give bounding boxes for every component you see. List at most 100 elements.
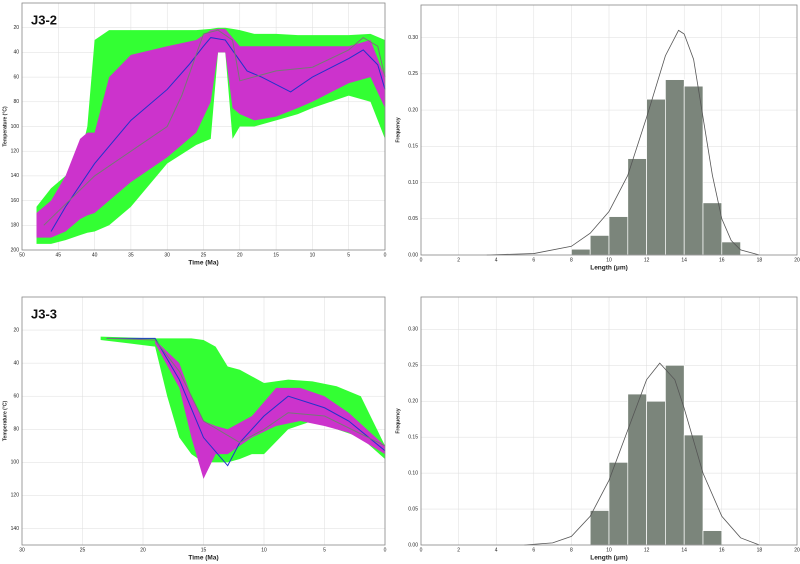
x-tick-label: 10 [310,252,316,258]
y-tick-label: 20 [13,327,19,333]
x-tick-label: 50 [19,252,25,258]
y-tick-label: 40 [13,50,19,56]
plot-frame [420,296,798,546]
x-tick-label: 0 [384,547,387,553]
x-tick-label: 20 [794,547,800,553]
x-tick-label: 4 [495,257,498,263]
x-tick-label: 6 [532,547,535,553]
bar [608,216,629,256]
y-tick-label: 0.05 [408,506,418,512]
bar [702,530,723,546]
bar [665,79,685,256]
bar [608,461,629,546]
y-tick-label: 0.05 [408,216,418,222]
y-tick-label: 0.00 [408,252,418,258]
panel-title: J3-2 [31,12,57,27]
x-tick-label: 25 [80,547,86,553]
y-tick-label: 140 [11,526,20,532]
y-tick-label: 0.15 [408,144,418,150]
x-tick-label: 2 [457,547,460,553]
y-tick-label: 180 [11,223,20,229]
x-tick-label: 12 [644,547,650,553]
plot-frame [420,4,798,256]
path-line [50,37,386,232]
y-tick-label: 0.20 [408,107,418,113]
bar [646,400,666,546]
y-tick-label: 200 [11,247,20,253]
x-tick-label: 18 [757,547,763,553]
bar [683,434,704,546]
envelope [155,339,385,479]
x-tick-label: 35 [128,252,134,258]
y-axis-label: Temperature (°C) [2,106,8,147]
x-tick-label: 45 [56,252,62,258]
y-tick-label: 40 [13,360,19,366]
x-tick-label: 16 [719,547,725,553]
y-tick-label: 100 [11,460,20,466]
x-tick-label: 8 [570,257,573,263]
y-tick-label: 100 [11,124,20,130]
y-tick-label: 160 [11,198,20,204]
bar [627,393,647,546]
bar [589,235,610,256]
x-tick-label: 15 [273,252,279,258]
x-tick-label: 5 [347,252,350,258]
y-axis-label: Frequency [395,408,401,434]
x-tick-label: 14 [681,547,687,553]
x-axis-label: Length (μm) [590,265,628,272]
y-tick-label: 0.00 [408,542,418,548]
x-tick-label: 30 [164,252,170,258]
x-tick-label: 40 [92,252,98,258]
bar [589,510,610,546]
x-axis-label: Time (Ma) [188,555,218,562]
y-axis-label: Frequency [395,117,401,143]
x-tick-label: 25 [201,252,207,258]
x-tick-label: 4 [495,547,498,553]
y-tick-label: 60 [13,394,19,400]
x-tick-label: 8 [570,547,573,553]
bar [571,248,591,256]
y-tick-label: 140 [11,173,20,179]
x-tick-label: 10 [606,257,612,263]
y-tick-label: 80 [13,427,19,433]
y-tick-label: 60 [13,74,19,80]
bar [665,364,685,546]
x-tick-label: 0 [384,252,387,258]
path-line [106,337,386,447]
plot-frame [21,2,386,251]
y-tick-label: 0.10 [408,470,418,476]
bar [646,98,666,256]
y-tick-label: 0.20 [408,399,418,405]
x-tick-label: 0 [420,257,423,263]
x-tick-label: 15 [201,547,207,553]
envelope [36,28,386,238]
y-tick-label: 80 [13,99,19,105]
y-tick-label: 120 [11,149,20,155]
panel-title: J3-3 [31,306,57,321]
x-axis-label: Length (μm) [590,555,628,562]
fit-curve [486,29,760,256]
x-tick-label: 14 [681,257,687,263]
x-tick-label: 2 [457,257,460,263]
y-tick-label: 0.30 [408,35,418,41]
y-tick-label: 0.25 [408,71,418,77]
y-tick-label: 120 [11,493,20,499]
x-tick-label: 30 [19,547,25,553]
plot-frame [21,296,386,546]
y-axis-label: Temperature (°C) [2,401,8,442]
bar [683,85,704,256]
x-tick-label: 16 [719,257,725,263]
x-axis-label: Time (Ma) [188,260,218,267]
path-line [43,29,386,226]
x-tick-label: 20 [794,257,800,263]
y-tick-label: 0.25 [408,363,418,369]
bar [627,158,647,256]
x-tick-label: 12 [644,257,650,263]
x-tick-label: 10 [606,547,612,553]
x-tick-label: 10 [261,547,267,553]
x-tick-label: 0 [420,547,423,553]
x-tick-label: 20 [237,252,243,258]
y-tick-label: 20 [13,25,19,31]
x-tick-label: 5 [323,547,326,553]
